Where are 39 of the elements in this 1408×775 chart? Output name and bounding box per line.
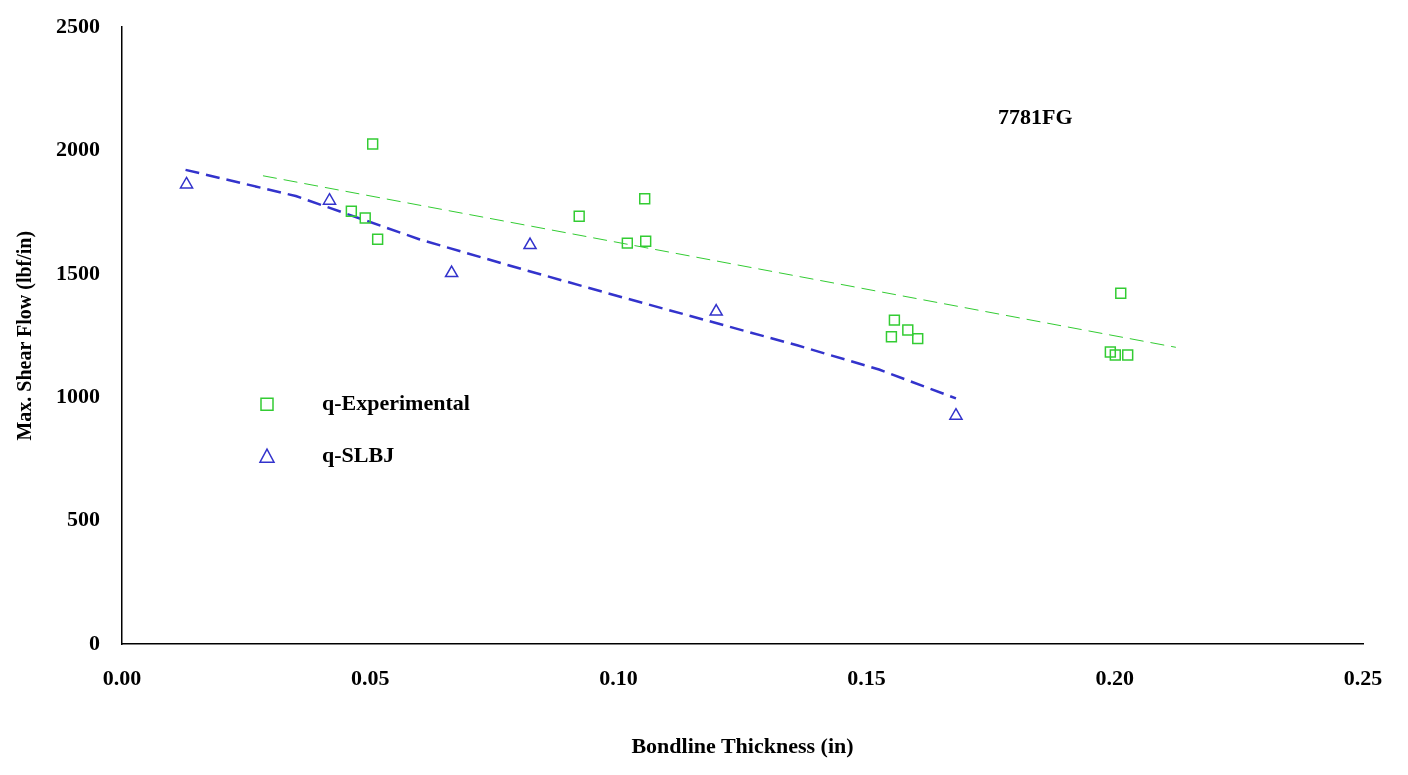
x-tick-label: 0.20 [1095, 665, 1135, 691]
x-tick-label: 0.00 [102, 665, 142, 691]
y-tick-label: 500 [67, 506, 100, 532]
x-tick-label: 0.10 [599, 665, 638, 691]
annotation: 7781FG [998, 103, 1073, 129]
legend-label: q-SLBJ [322, 441, 395, 467]
x-tick-label: 0.25 [1343, 665, 1383, 691]
y-tick-label: 1500 [56, 259, 100, 285]
point [573, 210, 585, 222]
point [371, 233, 384, 245]
point [366, 138, 379, 150]
x-tick-label: 0.05 [350, 665, 390, 691]
point [523, 237, 537, 250]
point [709, 303, 723, 316]
x-axis-title: Bondline Thickness (in) [631, 733, 854, 759]
point [640, 235, 652, 247]
y-axis-title: Max. Shear Flow (lbf/in) [13, 230, 37, 441]
point [322, 192, 337, 205]
y-tick-label: 2000 [56, 136, 100, 162]
point [902, 324, 914, 336]
point [444, 265, 459, 278]
x-tick-label: 0.15 [847, 665, 886, 691]
point [359, 212, 371, 224]
point [949, 407, 963, 420]
point [885, 330, 898, 343]
point [1115, 287, 1127, 299]
point [1122, 349, 1134, 361]
point [1104, 346, 1117, 358]
y-tick-label: 2500 [56, 12, 100, 38]
point [621, 237, 634, 249]
point [912, 332, 924, 345]
legend-label: q-Experimental [322, 389, 470, 415]
y-tick-label: 0 [89, 629, 100, 655]
point [888, 314, 901, 326]
point [1109, 349, 1121, 361]
point [639, 193, 651, 205]
y-tick-label: 1000 [56, 383, 100, 409]
point [345, 205, 358, 218]
point [179, 176, 194, 189]
